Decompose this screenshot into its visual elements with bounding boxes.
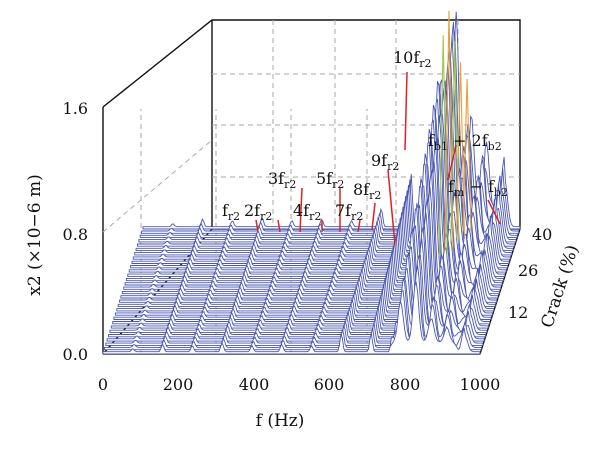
peak-highlight — [444, 10, 454, 251]
harmonic-marker-line — [487, 199, 501, 225]
x-tick-1000: 1000 — [460, 375, 501, 394]
ann-4fr2: 4fr2 — [293, 201, 321, 223]
harmonic-markers — [255, 71, 501, 246]
ann-2fr2: 2fr2 — [244, 201, 272, 223]
harmonic-marker-line — [404, 71, 408, 151]
y-axis-label: x2 (×10−6 m) — [25, 174, 45, 296]
ann-9fr2: 9fr2 — [371, 151, 399, 173]
x-tick-400: 400 — [239, 375, 270, 394]
harmonic-marker-line — [387, 169, 396, 246]
ann-8fr2: 8fr2 — [353, 180, 381, 202]
ann-3fr2: 3fr2 — [268, 169, 296, 191]
x-tick-800: 800 — [390, 375, 421, 394]
harmonic-marker-line — [357, 219, 361, 233]
x-axis-label: f (Hz) — [256, 411, 305, 431]
harmonic-marker-line — [447, 144, 457, 181]
harmonic-marker-line — [299, 187, 303, 233]
peak-highlight — [455, 62, 466, 238]
y-tick-1.6: 1.6 — [63, 99, 88, 118]
annotations: fr2 2fr2 3fr2 4fr2 5fr2 7fr2 8fr2 9fr2 1… — [222, 48, 508, 223]
depth-axis-label: Crack (%) — [537, 243, 583, 331]
spectra-group — [102, 10, 521, 355]
harmonic-marker-line — [371, 202, 376, 231]
ann-10fr2: 10fr2 — [393, 48, 432, 70]
depth-ticks: 12 26 40 — [508, 225, 552, 322]
harmonic-marker-line — [277, 219, 281, 233]
depth-tick-12: 12 — [508, 303, 528, 322]
y-tick-0.8: 0.8 — [63, 225, 88, 244]
x-tick-600: 600 — [314, 375, 345, 394]
x-tick-200: 200 — [163, 375, 194, 394]
harmonic-marker-line — [255, 219, 259, 233]
grid-diag-0.8 — [102, 139, 213, 233]
peak-highlight — [462, 78, 472, 232]
ann-fm-fb2: fm − fb2 — [448, 177, 508, 199]
spectrum-slice — [102, 281, 481, 355]
x-tick-0: 0 — [98, 375, 108, 394]
y-ticks: 0.0 0.8 1.6 — [63, 99, 88, 364]
x-ticks: 0 200 400 600 800 1000 — [98, 375, 500, 394]
ann-7fr2: 7fr2 — [335, 201, 363, 223]
ann-5fr2: 5fr2 — [316, 169, 344, 191]
ann-fr2: fr2 — [222, 201, 240, 223]
y-tick-0.0: 0.0 — [63, 345, 88, 364]
depth-tick-40: 40 — [532, 225, 552, 244]
ann-fb1-2fb2: fb1 + 2fb2 — [428, 131, 502, 153]
depth-tick-26: 26 — [518, 261, 538, 280]
